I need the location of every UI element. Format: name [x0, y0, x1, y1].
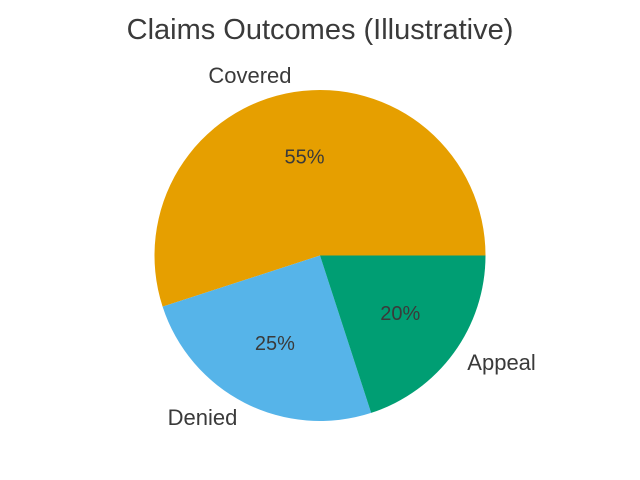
slice-pct-1: 25% — [255, 333, 295, 355]
slice-label-1: Denied — [168, 405, 238, 430]
slice-label-0: Covered — [208, 63, 291, 88]
slice-labels: Covered Denied Appeal — [168, 63, 536, 430]
slice-pct-2: 20% — [380, 303, 420, 325]
pie-slices — [154, 89, 486, 421]
chart-title: Claims Outcomes (Illustrative) — [127, 14, 514, 46]
slice-pct-0: 55% — [284, 146, 324, 168]
pie-slice-denied — [162, 255, 372, 421]
pie-slice-covered — [154, 89, 486, 307]
slice-pct-labels: 55% 25% 20% — [255, 146, 421, 355]
pie-slice-appeal — [320, 255, 486, 413]
slice-label-2: Appeal — [467, 350, 536, 375]
